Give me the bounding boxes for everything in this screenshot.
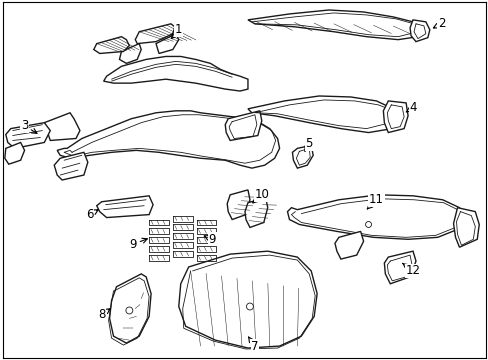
Text: 11: 11 <box>366 193 383 209</box>
Text: 12: 12 <box>402 264 420 278</box>
Polygon shape <box>94 37 129 54</box>
Polygon shape <box>247 10 422 40</box>
Polygon shape <box>383 101 407 132</box>
Polygon shape <box>54 152 88 180</box>
Polygon shape <box>109 274 151 343</box>
Text: 2: 2 <box>432 17 445 30</box>
Polygon shape <box>227 190 249 220</box>
Polygon shape <box>292 145 312 168</box>
Text: 9: 9 <box>204 233 216 246</box>
Text: 6: 6 <box>86 208 98 221</box>
Text: 8: 8 <box>98 308 110 321</box>
Polygon shape <box>119 44 141 63</box>
Text: 7: 7 <box>248 337 258 352</box>
Text: 10: 10 <box>252 188 269 203</box>
Polygon shape <box>409 20 429 42</box>
Text: 3: 3 <box>21 119 37 134</box>
Polygon shape <box>334 231 363 259</box>
Polygon shape <box>44 113 80 140</box>
Polygon shape <box>103 57 247 91</box>
Polygon shape <box>453 208 478 247</box>
Text: 9: 9 <box>129 238 147 251</box>
Polygon shape <box>244 198 267 228</box>
Text: 5: 5 <box>304 137 312 151</box>
Polygon shape <box>179 251 317 348</box>
Text: 1: 1 <box>171 23 182 39</box>
Polygon shape <box>225 111 261 140</box>
Polygon shape <box>247 96 395 132</box>
Polygon shape <box>135 24 174 44</box>
Polygon shape <box>6 123 50 148</box>
Polygon shape <box>57 111 279 168</box>
Polygon shape <box>5 143 24 164</box>
Polygon shape <box>384 251 415 284</box>
Polygon shape <box>156 34 179 54</box>
Polygon shape <box>97 196 153 217</box>
Text: 4: 4 <box>406 102 416 114</box>
Polygon shape <box>287 195 462 239</box>
